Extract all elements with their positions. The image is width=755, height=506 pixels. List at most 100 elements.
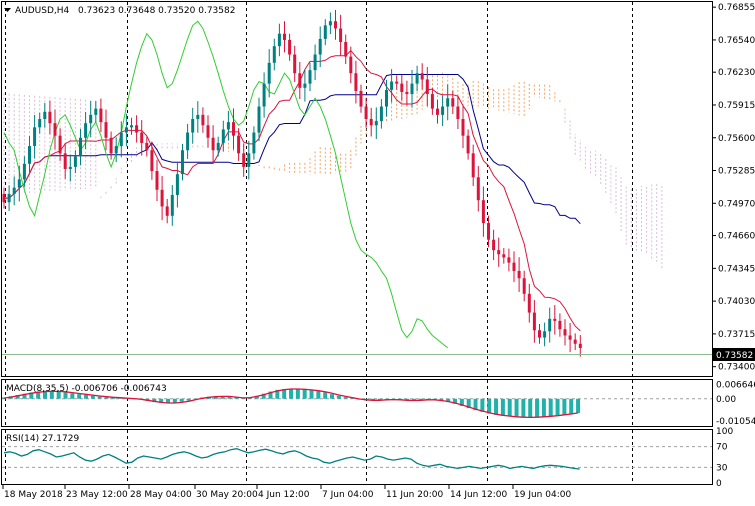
candle-body [527, 293, 531, 313]
candle-body [135, 125, 139, 133]
macd-bar [234, 397, 239, 399]
ichimoku-cloud [3, 72, 663, 269]
candle-body [211, 137, 215, 151]
price-tick-label: 0.74660 [718, 232, 755, 242]
candle-body [130, 125, 133, 128]
candle-body [277, 33, 281, 47]
rsi-label: RSI(14) 27.1729 [6, 434, 79, 444]
current-price-tag-bg [713, 348, 755, 361]
candle-body [425, 79, 429, 95]
time-tick-label: 30 May 20:00 [196, 490, 258, 500]
candle-body [7, 193, 11, 203]
candle-body [507, 257, 511, 263]
candle-body [119, 132, 123, 147]
candle-body [578, 343, 582, 348]
time-tick-label: 4 Jun 12:00 [258, 490, 310, 500]
candle-body [492, 239, 496, 251]
price-tick-label: 0.76230 [718, 68, 755, 78]
candle-body [471, 153, 475, 178]
macd-bar [268, 391, 273, 399]
candle-body [63, 153, 67, 169]
candle-body [170, 194, 174, 216]
current-price-tag: 0.73582 [716, 351, 753, 361]
macd-tick-label: 0.00 [716, 395, 736, 405]
price-tick-label: 0.74970 [718, 199, 755, 209]
candle-body [104, 122, 108, 138]
candle-body [553, 318, 557, 321]
macd-bar [111, 397, 116, 399]
macd-bar [152, 398, 157, 403]
candle-body [395, 81, 399, 84]
price-tick-label: 0.74030 [718, 297, 755, 307]
candle-body [339, 28, 343, 43]
macd-bar [84, 394, 89, 399]
macd-bar [2, 397, 6, 399]
macd-bar [220, 396, 225, 399]
candle-body [140, 132, 144, 143]
candle-body [38, 119, 42, 128]
macd-bar [576, 398, 581, 413]
ichimoku-lines [3, 20, 581, 349]
macd-bar [159, 398, 164, 403]
price-axis: 0.76855 0.76540 0.76230 0.75915 0.75600 0.752… [712, 3, 755, 373]
candle-body [323, 25, 327, 39]
candle-body [456, 106, 460, 120]
time-tick-label: 23 May 12:00 [66, 490, 128, 500]
price-tick-label: 0.76540 [718, 36, 755, 46]
macd-signal-line [3, 388, 579, 419]
candle-body [186, 132, 190, 151]
macd-bar [90, 395, 95, 399]
macd-bar [459, 398, 464, 406]
macd-bar [371, 398, 376, 401]
price-tick-label: 0.75915 [718, 101, 755, 111]
candle-body [497, 250, 501, 255]
candle-body [226, 122, 230, 130]
candle-body [466, 135, 470, 154]
candle-body [344, 42, 348, 57]
candle-body [415, 73, 419, 84]
price-tick-label: 0.74345 [718, 264, 755, 274]
time-tick-label: 14 Jun 12:00 [450, 490, 507, 500]
macd-tick-label: 0.006646 [716, 381, 755, 391]
macd-bar [63, 392, 68, 399]
macd-bar [330, 394, 335, 399]
candle-body [206, 125, 210, 138]
candle-body [247, 153, 251, 167]
macd-bar [29, 392, 34, 399]
macd-bar [343, 397, 348, 399]
macd-bar [528, 398, 533, 418]
candle-body [68, 166, 72, 169]
macd-bar [241, 398, 246, 399]
candle-body [252, 132, 256, 154]
candle-body [267, 62, 271, 84]
candle-body [181, 150, 184, 175]
candle-body [216, 142, 220, 151]
macd-bar [275, 389, 280, 399]
candle-body [109, 137, 113, 154]
time-axis: 18 May 2018 23 May 12:00 28 May 04:00 30 Ma… [2, 485, 571, 500]
price-tick-label: 0.73715 [718, 330, 755, 340]
macd-bar [521, 398, 526, 418]
macd-bar [323, 392, 328, 399]
rsi-tick-label: 70 [716, 443, 728, 453]
candle-body [410, 83, 414, 95]
candle-body [318, 38, 322, 55]
macd-bar [261, 393, 266, 399]
price-tick-label: 0.76855 [718, 3, 755, 13]
macd-bar [227, 396, 232, 399]
candle-body [89, 114, 93, 124]
candle-body [84, 123, 88, 138]
macd-panel-frame [1, 379, 713, 427]
macd-bar [453, 398, 458, 404]
candle-body [175, 174, 179, 195]
candle-body [298, 73, 302, 88]
candle-body [563, 329, 567, 336]
macd-bar [179, 398, 184, 402]
candle-body [293, 54, 297, 74]
macd-bar [295, 389, 300, 399]
rsi-tick-label: 30 [716, 463, 728, 473]
dropdown-triangle-icon[interactable] [4, 8, 11, 12]
candle-body [283, 33, 286, 40]
macd-bar [289, 388, 294, 399]
